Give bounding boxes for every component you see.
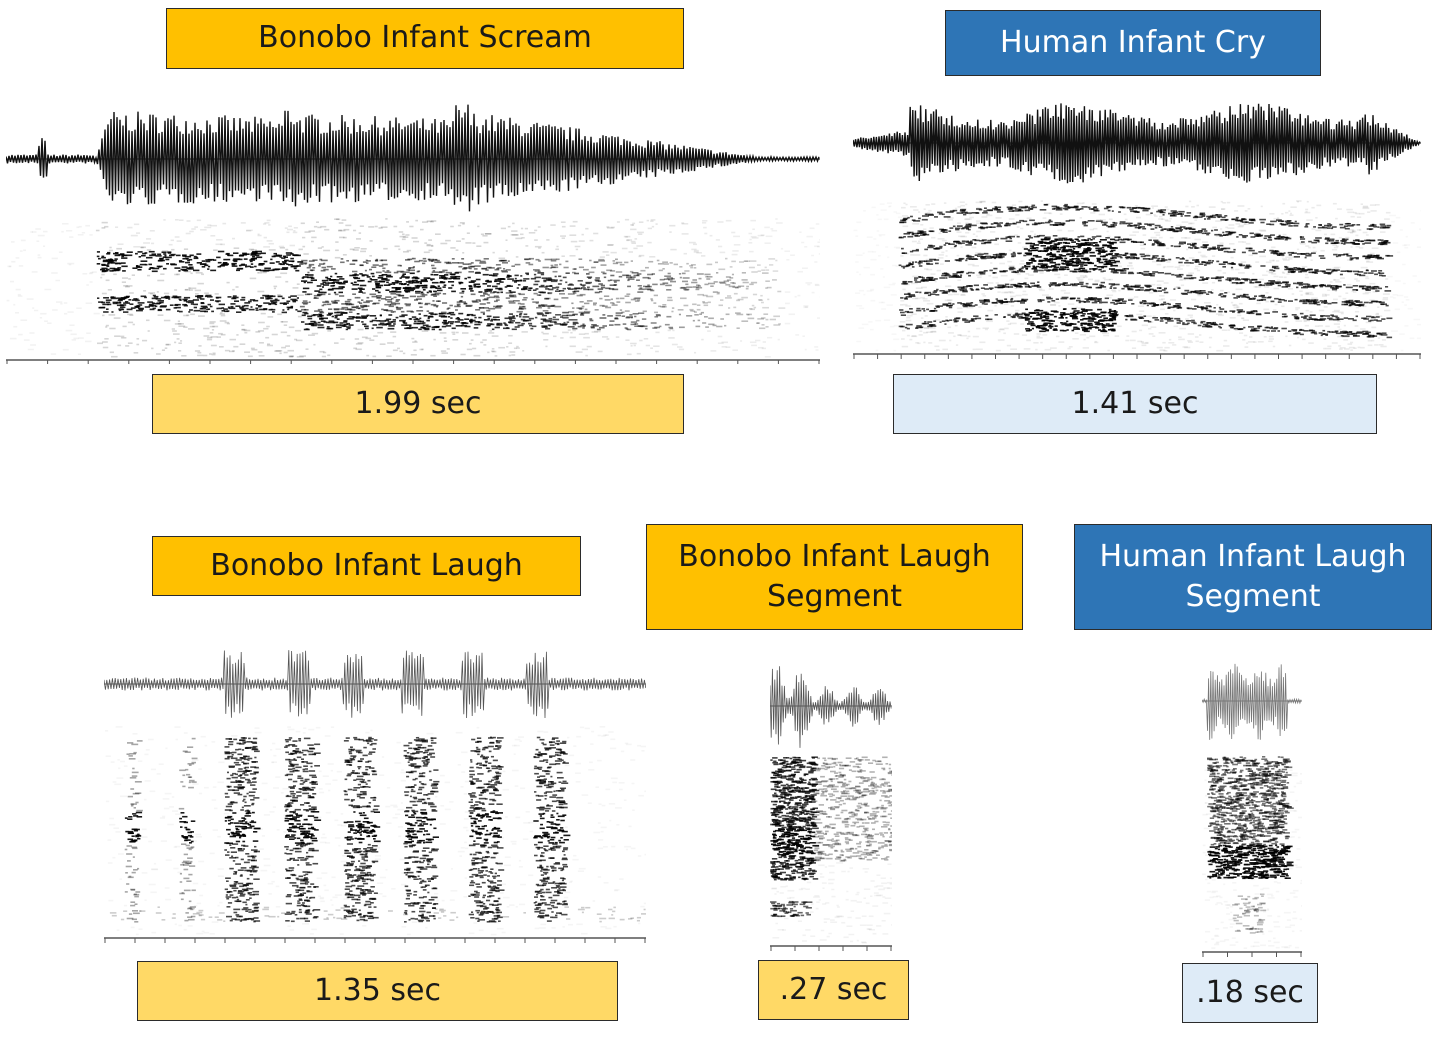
bonobo-laugh-waveform	[104, 650, 646, 719]
bonobo-laugh-segment-spectrogram	[770, 756, 892, 951]
bonobo-laugh-title: Bonobo Infant Laugh	[152, 536, 581, 596]
bonobo-scream-spectrogram	[6, 218, 820, 364]
human-cry-duration: 1.41 sec	[893, 374, 1377, 434]
bonobo-laugh-segment-title: Bonobo Infant Laugh Segment	[646, 524, 1023, 630]
bonobo-laugh-spectrogram	[104, 726, 646, 943]
bonobo-laugh-segment-waveform	[770, 666, 892, 748]
human-laugh-segment-waveform	[1202, 663, 1302, 740]
bonobo-scream-duration: 1.99 sec	[152, 374, 684, 434]
bonobo-laugh-segment-duration: .27 sec	[758, 960, 909, 1020]
human-cry-spectrogram	[853, 200, 1421, 359]
human-cry-title: Human Infant Cry	[945, 10, 1321, 76]
human-laugh-segment-title: Human Infant Laugh Segment	[1074, 524, 1432, 630]
human-laugh-segment-duration: .18 sec	[1182, 963, 1318, 1023]
bonobo-scream-title: Bonobo Infant Scream	[166, 8, 684, 69]
human-laugh-segment-spectrogram	[1202, 756, 1302, 957]
bonobo-scream-waveform	[6, 104, 820, 212]
human-cry-waveform	[853, 103, 1421, 184]
bonobo-laugh-duration: 1.35 sec	[137, 961, 618, 1021]
